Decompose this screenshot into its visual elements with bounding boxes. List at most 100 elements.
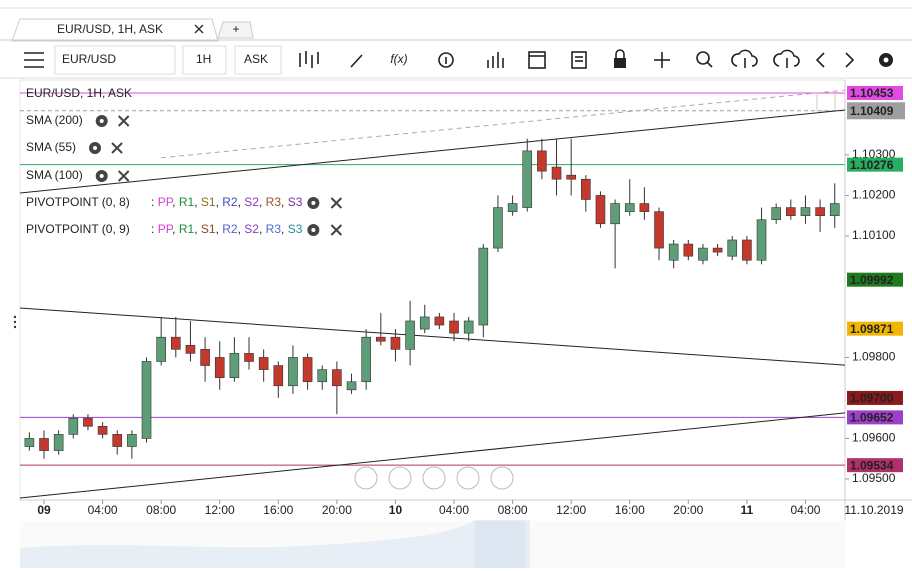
pivot-prefix: : [151, 195, 154, 209]
scroll-left[interactable] [354, 466, 378, 490]
candle-body [478, 247, 489, 326]
calendar-button[interactable] [528, 51, 546, 69]
settings-button[interactable] [879, 53, 893, 67]
candle-body [624, 203, 635, 212]
candle-body [756, 219, 767, 261]
new-tab[interactable] [217, 21, 254, 39]
candle-body [683, 243, 694, 257]
x-tick-label: 08:00 [146, 503, 176, 517]
scroll-right[interactable] [490, 466, 514, 490]
zoom-in[interactable] [456, 466, 480, 490]
upload-button[interactable] [731, 49, 758, 68]
pivot-item: R3 [266, 222, 282, 236]
pivot-separator: , [172, 195, 175, 209]
pivot-item: R2 [222, 222, 238, 236]
pivot-separator: , [281, 195, 284, 209]
pivot-item: R2 [222, 195, 238, 209]
price-label: 1.09534 [850, 458, 894, 472]
plot-area [19, 79, 846, 501]
zoom-button[interactable] [696, 51, 713, 68]
remove-icon [330, 224, 343, 236]
lock-button[interactable] [614, 49, 626, 68]
price-label-box [847, 157, 903, 172]
pivot-prefix: : [151, 222, 154, 236]
navigator-area [20, 520, 530, 568]
price-label-box [847, 272, 903, 287]
layout-button[interactable] [571, 51, 587, 69]
symbol-box[interactable] [54, 45, 176, 75]
price-label: 1.09871 [850, 322, 894, 336]
candle-body [39, 438, 49, 451]
price-label-box [847, 102, 905, 120]
price-label: 1.10409 [850, 104, 894, 118]
y-tick-label: 1.10200 [852, 188, 896, 202]
reset[interactable] [422, 466, 446, 490]
candle-body [742, 239, 752, 261]
x-tick-label: 09 [37, 503, 51, 517]
zoom-out[interactable] [388, 466, 412, 490]
price-type-box[interactable] [234, 45, 282, 75]
pivot-item: PP [158, 222, 174, 236]
crosshair-button[interactable] [654, 52, 670, 68]
plot [19, 89, 846, 499]
candle-body [595, 195, 606, 225]
pivot-separator: , [216, 222, 219, 236]
tab-close[interactable] [194, 24, 204, 34]
interval-box[interactable] [182, 45, 227, 75]
x-tick-label: 12:00 [205, 503, 235, 517]
candle-body [53, 434, 64, 451]
tab[interactable] [11, 18, 219, 42]
pivot-item: PP [158, 195, 174, 209]
download-button[interactable] [773, 49, 800, 68]
legend: EUR/USD, 1H, ASK SMA (200) SMA (55) SMA (1… [26, 86, 343, 236]
candle-body [712, 247, 723, 253]
back-button[interactable] [815, 52, 825, 68]
pivot-separator: , [259, 195, 262, 209]
chart-type-button[interactable] [299, 51, 319, 68]
candle-body [68, 417, 79, 435]
legend-entry: SMA (100) [26, 168, 83, 182]
pivot-item: S3 [288, 195, 303, 209]
volume-button[interactable] [487, 52, 504, 68]
candle-body [332, 369, 342, 387]
candle-body [668, 243, 679, 261]
pivot-item: S3 [288, 222, 303, 236]
y-tick-label: 1.10300 [852, 147, 896, 161]
y-tick-label: 1.09600 [852, 431, 896, 445]
pivot-separator: , [281, 222, 284, 236]
x-tick-label: 20:00 [673, 503, 703, 517]
forward-button[interactable] [845, 52, 855, 68]
candle-body [273, 365, 284, 387]
candle-body [141, 361, 152, 439]
trend-line [19, 412, 846, 499]
candle-body [507, 203, 518, 212]
candle-body [317, 369, 328, 383]
candle-body [302, 357, 313, 383]
candle-body [244, 353, 254, 362]
candle-body [288, 357, 298, 387]
y-tick-label: 1.09800 [852, 350, 896, 364]
candle-body [419, 316, 430, 330]
maximize-button[interactable] [816, 92, 836, 112]
candle-body [786, 207, 796, 216]
candle-body [258, 357, 269, 370]
trend-line [19, 307, 846, 366]
legend-entry: SMA (55) [26, 140, 76, 154]
menu-button[interactable] [24, 52, 44, 68]
draw-button[interactable] [350, 54, 363, 68]
candle-body [610, 203, 620, 225]
info-button[interactable] [438, 52, 454, 68]
function-button[interactable]: f(x) [390, 52, 407, 66]
candle-body [551, 166, 562, 180]
drag-handle[interactable] [13, 315, 17, 329]
symbol: EUR/USD [62, 52, 116, 66]
candle-body [156, 336, 166, 362]
candle-body [566, 174, 576, 180]
candle-body [829, 203, 840, 216]
candle-body [200, 349, 210, 366]
price-label-box [847, 390, 903, 405]
navigator-window[interactable] [475, 521, 525, 568]
y-tick-label: 1.10100 [852, 228, 896, 242]
